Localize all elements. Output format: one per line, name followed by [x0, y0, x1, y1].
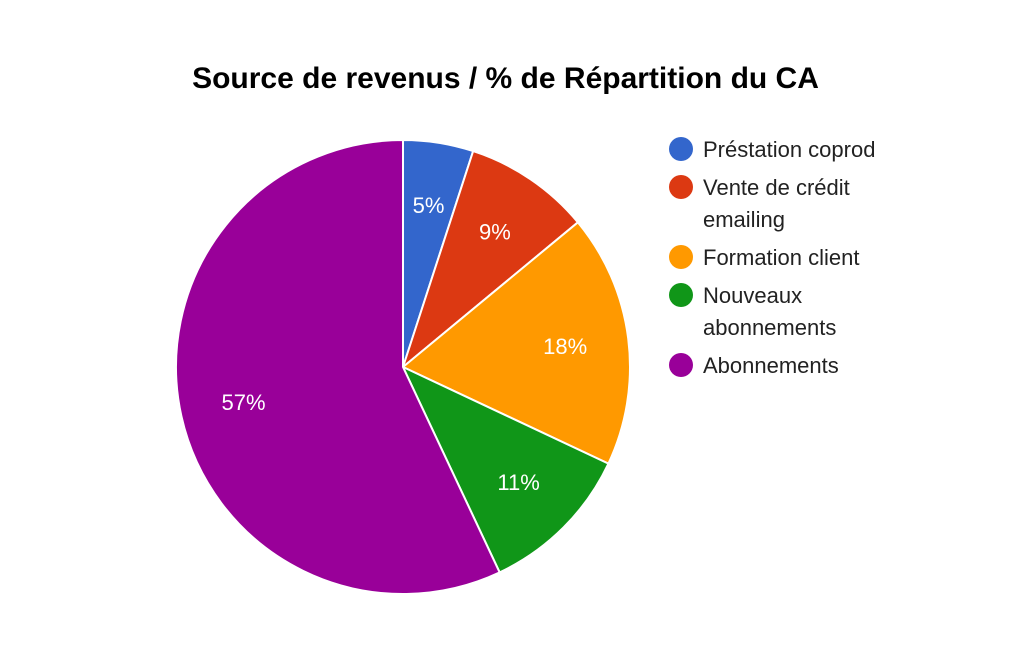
- legend-swatch: [669, 283, 693, 307]
- legend-label: Abonnements: [703, 353, 839, 378]
- legend-label: Vente de crédit emailing: [703, 175, 850, 232]
- slice-value-label: 5%: [413, 193, 445, 218]
- legend-label: Formation client: [703, 245, 860, 270]
- pie-slice-nouveaux-abonnements: [400, 364, 610, 574]
- legend-swatch: [669, 245, 693, 269]
- legend-label: Préstation coprod: [703, 137, 875, 162]
- legend-label: Nouveaux abonnements: [703, 283, 836, 340]
- pie-slice-vente-de-cr-dit-emailing: [400, 149, 580, 370]
- pie-slice-labels: 5% 9% 18% 11% 57%: [221, 193, 587, 495]
- pie-slices: [175, 138, 631, 595]
- chart-title: Source de revenus / % de Répartition du …: [192, 62, 819, 95]
- legend-swatch: [669, 137, 693, 161]
- legend-item: Abonnements: [669, 353, 839, 378]
- pie-slice-abonnements: [175, 138, 501, 595]
- slice-value-label: 18%: [543, 334, 587, 359]
- slice-value-label: 9%: [479, 219, 511, 244]
- legend-item: Vente de crédit emailing: [669, 175, 850, 232]
- slice-value-label: 57%: [221, 390, 265, 415]
- legend-item: Formation client: [669, 245, 860, 270]
- legend-item: Nouveaux abonnements: [669, 283, 836, 340]
- legend-item: Préstation coprod: [669, 137, 875, 162]
- legend-swatch: [669, 175, 693, 199]
- pie-slice-formation-client: [401, 220, 631, 465]
- legend: Préstation coprod Vente de crédit emailing…: [669, 137, 875, 378]
- legend-swatch: [669, 353, 693, 377]
- slice-value-label: 11%: [497, 470, 539, 495]
